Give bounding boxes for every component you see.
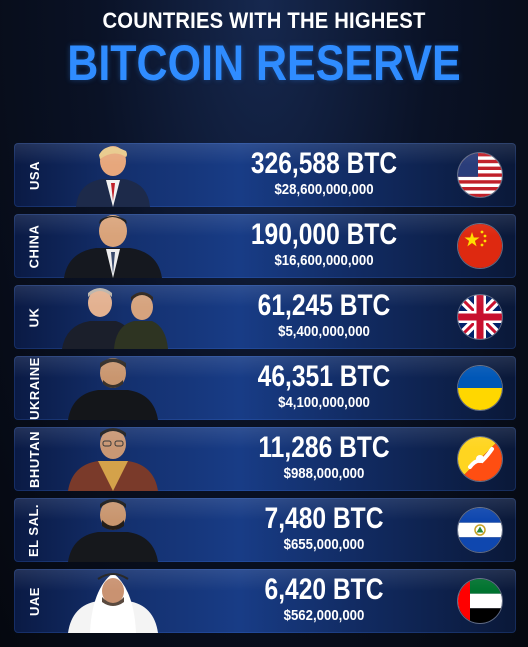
- country-label: USA: [26, 160, 42, 190]
- usd-value: $562,000,000: [283, 607, 365, 624]
- btc-amount: 11,286 BTC: [258, 431, 390, 464]
- usa-flag-icon: [458, 153, 502, 197]
- list-item-ukraine: UKRAINE 46,351 BTC $4,100,000,000: [14, 356, 516, 420]
- leader-portrait: [54, 427, 172, 491]
- country-label: CHINA: [26, 224, 42, 268]
- usd-value: $16,600,000,000: [274, 252, 374, 269]
- btc-amount: 46,351 BTC: [257, 360, 391, 393]
- btc-amount: 326,588 BTC: [250, 147, 398, 180]
- leader-portrait: [54, 285, 172, 349]
- value-group: 46,351 BTC $4,100,000,000: [214, 360, 434, 412]
- value-group: 6,420 BTC $562,000,000: [214, 573, 434, 625]
- country-label: BHUTAN: [26, 430, 42, 488]
- list-item-uk: UK 61,245 BTC $5,400,000,000: [14, 285, 516, 349]
- bhutan-flag-icon: [458, 437, 502, 481]
- china-flag-icon: [458, 224, 502, 268]
- leader-portrait: [54, 214, 172, 278]
- country-label: EL SAL.: [26, 503, 42, 557]
- country-label: UKRAINE: [26, 356, 42, 420]
- value-group: 11,286 BTC $988,000,000: [214, 431, 434, 483]
- list-item-uae: UAE 6,420 BTC $562,000,000: [14, 569, 516, 633]
- list-item-el-salvador: EL SAL. 7,480 BTC $655,000,000: [14, 498, 516, 562]
- list-item-usa: USA 326,588 BTC $28,600,000,000: [14, 143, 516, 207]
- leader-portrait: [54, 143, 172, 207]
- uae-flag-icon: [458, 579, 502, 623]
- list-item-china: CHINA 190,000 BTC $16,600,000,000: [14, 214, 516, 278]
- country-label: UK: [26, 307, 42, 327]
- leader-portrait: [54, 569, 172, 633]
- btc-amount: 190,000 BTC: [250, 218, 398, 251]
- leader-portrait: [54, 498, 172, 562]
- usd-value: $4,100,000,000: [278, 394, 370, 411]
- btc-amount: 61,245 BTC: [257, 289, 391, 322]
- page-subtitle: COUNTRIES WITH THE HIGHEST: [102, 8, 426, 33]
- usd-value: $5,400,000,000: [278, 323, 370, 340]
- usd-value: $28,600,000,000: [274, 181, 374, 198]
- page-title: BITCOIN RESERVE: [67, 35, 461, 91]
- btc-amount: 6,420 BTC: [264, 573, 384, 606]
- value-group: 7,480 BTC $655,000,000: [214, 502, 434, 554]
- ukraine-flag-icon: [458, 366, 502, 410]
- header: COUNTRIES WITH THE HIGHEST BITCOIN RESER…: [0, 8, 528, 92]
- el-salvador-flag-icon: [458, 508, 502, 552]
- usd-value: $988,000,000: [283, 465, 365, 482]
- value-group: 326,588 BTC $28,600,000,000: [214, 147, 434, 199]
- list-item-bhutan: BHUTAN 11,286 BTC $988,000,000: [14, 427, 516, 491]
- usd-value: $655,000,000: [283, 536, 365, 553]
- value-group: 61,245 BTC $5,400,000,000: [214, 289, 434, 341]
- btc-amount: 7,480 BTC: [264, 502, 384, 535]
- uk-flag-icon: [458, 295, 502, 339]
- country-label: UAE: [26, 586, 42, 616]
- leader-portrait: [54, 356, 172, 420]
- value-group: 190,000 BTC $16,600,000,000: [214, 218, 434, 270]
